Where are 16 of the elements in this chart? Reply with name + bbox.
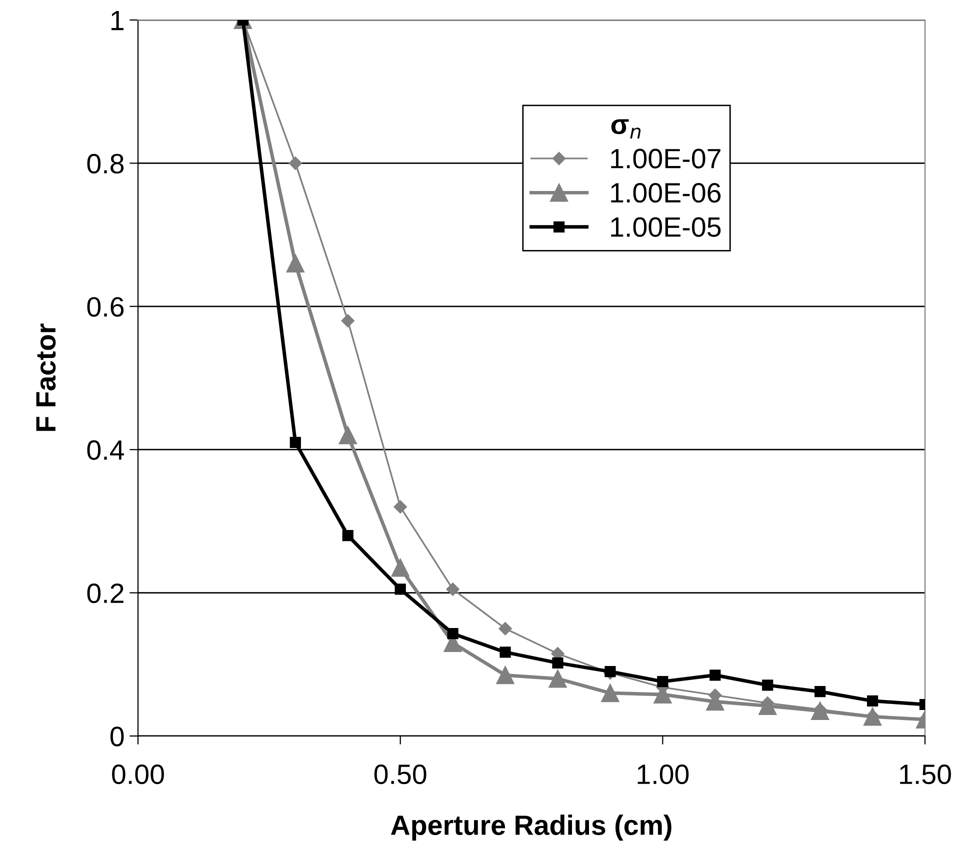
- y-axis-title: F Factor: [36, 324, 56, 431]
- legend-label: 1.00E-06: [611, 183, 721, 203]
- legend-label: 1.00E-07: [611, 148, 720, 168]
- y-tick-label: 0.4: [87, 440, 124, 460]
- x-tick-label: 1.50: [900, 764, 951, 784]
- legend-label: 1.00E-05: [611, 217, 721, 237]
- y-tick-label: 0.8: [87, 154, 124, 174]
- y-tick-label: 1: [111, 10, 124, 30]
- y-tick-label: 0.2: [87, 583, 124, 604]
- legend-title: σ$_{n}$: [611, 119, 641, 138]
- x-tick-label: 0.50: [374, 764, 426, 784]
- y-tick-label: 0.6: [87, 297, 124, 317]
- x-tick-label: 0.00: [112, 764, 164, 784]
- y-tick-label: 0: [110, 726, 124, 746]
- x-axis-title: Aperture Radius (cm): [390, 814, 672, 841]
- x-tick-label: 1.00: [638, 764, 689, 784]
